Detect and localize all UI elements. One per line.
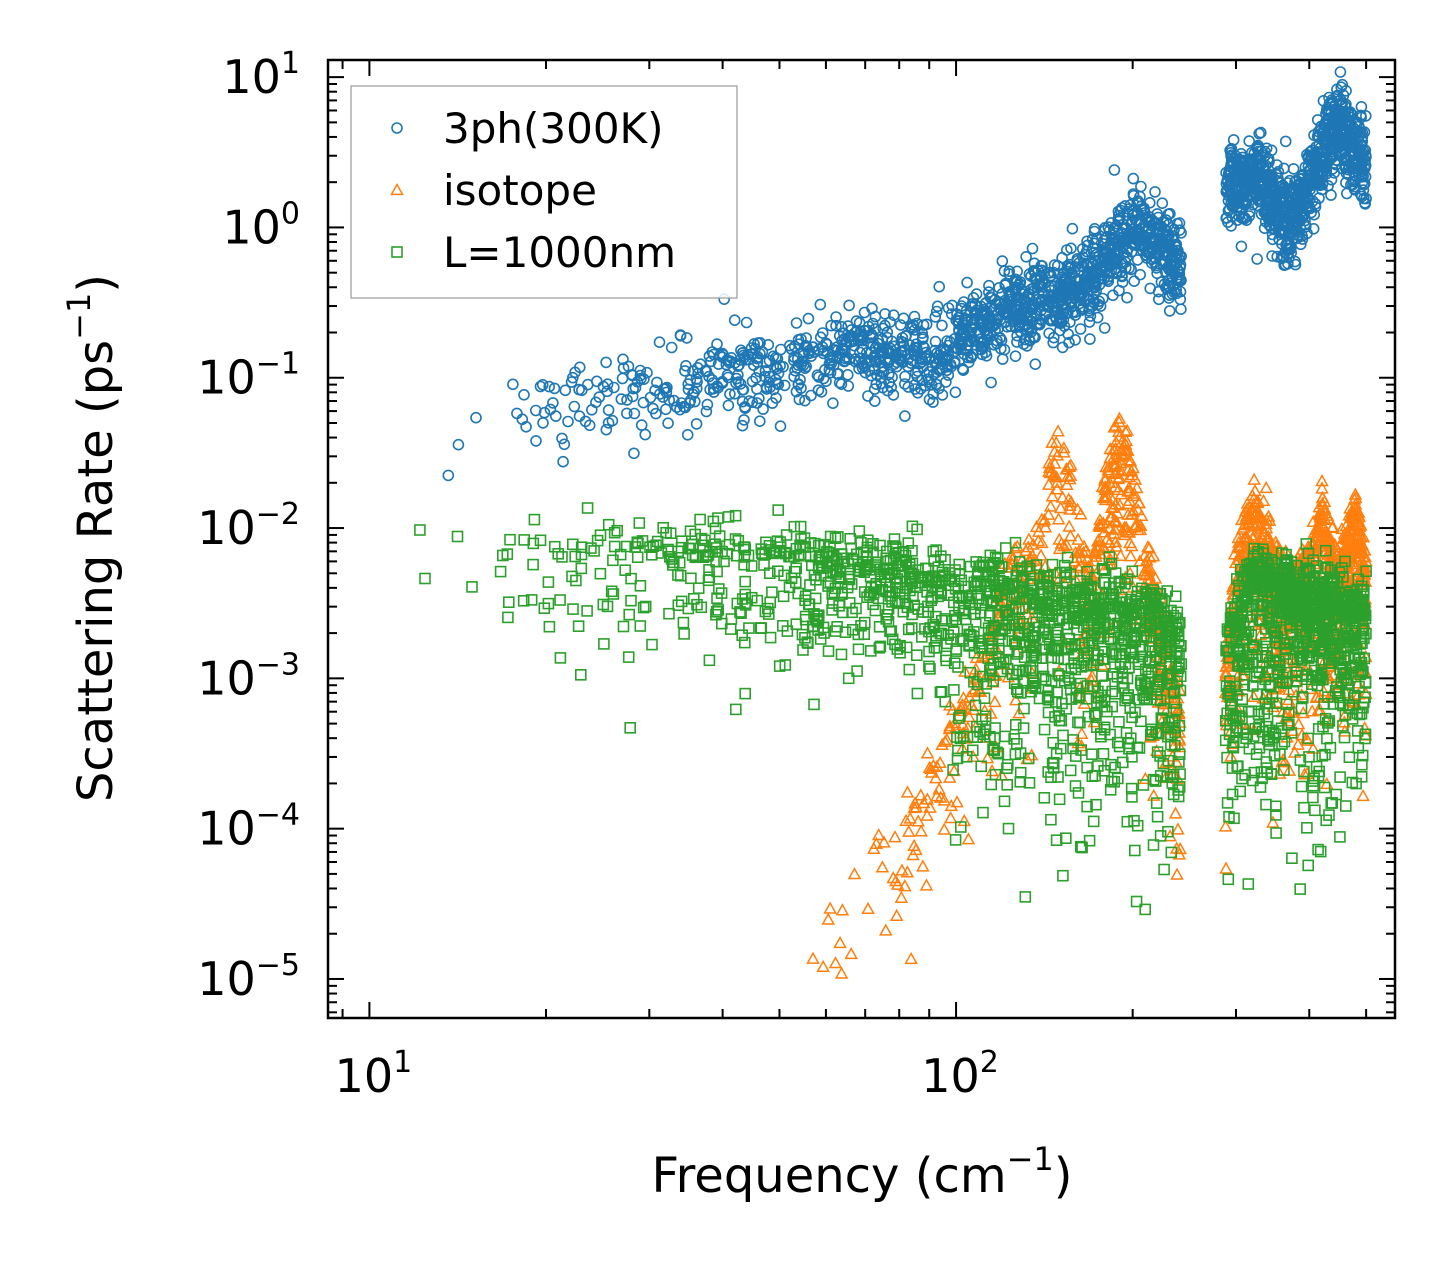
- data-point-circle: [736, 395, 749, 408]
- data-point-circle: [802, 312, 815, 325]
- data-point-circle: [590, 396, 602, 409]
- data-point-circle: [668, 394, 680, 407]
- data-point-circle: [1083, 316, 1096, 328]
- data-point-circle: [1017, 338, 1030, 350]
- data-point-circle: [790, 317, 803, 329]
- data-point-circle: [1356, 190, 1368, 203]
- data-point-circle: [688, 386, 701, 399]
- data-point-circle: [679, 365, 691, 377]
- data-point-circle: [621, 394, 633, 406]
- data-point-circle: [1069, 334, 1081, 346]
- data-point-circle: [699, 364, 712, 377]
- data-point-circle: [811, 369, 824, 382]
- data-point-circle: [628, 407, 641, 420]
- data-point-circle: [557, 455, 569, 468]
- data-point-circle: [917, 340, 929, 353]
- data-point-circle: [1028, 257, 1041, 270]
- data-point-circle: [1323, 91, 1335, 104]
- data-point-circle: [628, 447, 640, 460]
- data-point-circle: [820, 337, 832, 350]
- data-point-circle: [1144, 197, 1156, 209]
- data-point-circle: [1127, 172, 1140, 185]
- data-point-circle: [908, 310, 921, 323]
- data-point-circle: [530, 435, 542, 447]
- data-point-circle: [899, 370, 911, 383]
- data-point-circle: [821, 338, 833, 351]
- data-point-circle: [1128, 275, 1140, 288]
- data-point-circle: [1156, 197, 1169, 209]
- data-point-circle: [615, 393, 628, 405]
- data-point-circle: [778, 379, 791, 392]
- data-point-circle: [738, 414, 750, 426]
- data-point-circle: [452, 438, 465, 451]
- data-point-circle: [799, 394, 811, 407]
- data-point-circle: [1271, 250, 1283, 263]
- data-point-circle: [942, 369, 955, 381]
- data-point-circle: [957, 364, 970, 377]
- data-point-circle: [976, 348, 988, 361]
- data-point-circle: [616, 372, 629, 385]
- data-point-circle: [1253, 127, 1265, 140]
- data-point-circle: [680, 332, 693, 344]
- data-point-circle: [568, 400, 581, 413]
- data-point-circle: [1251, 253, 1263, 265]
- data-point-circle: [511, 407, 523, 420]
- data-point-circle: [520, 420, 532, 433]
- data-point-circle: [750, 372, 762, 384]
- data-point-circle: [556, 432, 568, 445]
- data-point-circle: [930, 305, 943, 318]
- data-point-circle: [470, 411, 482, 424]
- data-point-circle: [843, 299, 855, 312]
- data-points: [414, 66, 1373, 979]
- data-point-circle: [620, 407, 633, 420]
- data-point-circle: [922, 373, 935, 386]
- data-point-circle: [641, 366, 653, 379]
- data-point-circle: [827, 397, 839, 410]
- data-point-circle: [600, 423, 613, 436]
- data-point-circle: [1144, 282, 1156, 295]
- data-point-circle: [558, 438, 571, 451]
- data-point-circle: [617, 353, 629, 366]
- data-point-circle: [650, 407, 662, 420]
- data-point-circle: [830, 311, 842, 323]
- data-point-circle: [762, 338, 775, 351]
- data-point-circle: [806, 341, 819, 354]
- data-point-circle: [548, 382, 561, 395]
- data-point-circle: [1135, 180, 1147, 193]
- data-point-circle: [825, 319, 837, 332]
- data-point-circle: [534, 380, 547, 393]
- data-point-circle: [1359, 197, 1371, 209]
- data-point-circle: [662, 417, 674, 430]
- data-point-circle: [1243, 135, 1255, 147]
- data-point-circle: [929, 335, 942, 348]
- data-point-circle: [864, 331, 877, 344]
- data-point-circle: [681, 428, 694, 441]
- data-point-circle: [1066, 222, 1079, 235]
- data-point-circle: [547, 397, 559, 409]
- data-point-circle: [562, 415, 574, 428]
- data-point-circle: [705, 355, 717, 368]
- data-point-circle: [544, 403, 557, 416]
- data-point-circle: [936, 319, 948, 332]
- data-point-circle: [931, 300, 944, 313]
- data-point-circle: [1048, 331, 1060, 344]
- series-0: [442, 66, 1372, 482]
- data-point-circle: [985, 376, 997, 389]
